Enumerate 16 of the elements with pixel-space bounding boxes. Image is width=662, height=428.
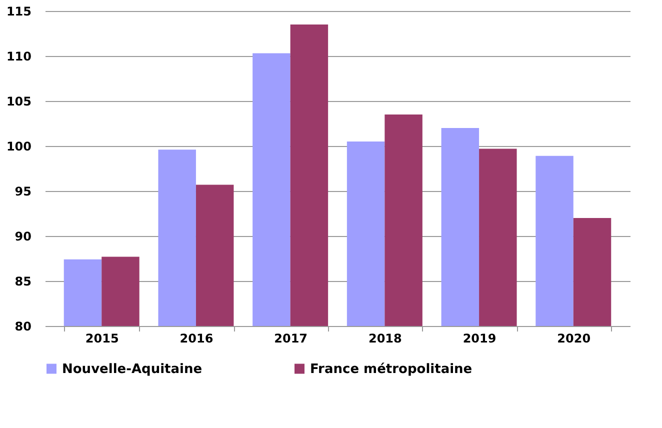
y-tick-label: 110 (6, 50, 32, 64)
y-tick-label: 90 (14, 230, 32, 244)
y-tick-label: 100 (6, 140, 32, 154)
x-tick-label: 2019 (462, 332, 496, 346)
y-tick-label: 105 (6, 94, 32, 108)
x-tick-label: 2018 (368, 332, 402, 346)
x-tick-label: 2015 (85, 332, 119, 346)
legend-label: France métropolitaine (310, 362, 472, 377)
x-tick-label: 2016 (180, 332, 214, 346)
y-tick-label: 85 (14, 274, 32, 288)
x-tick-label: 2017 (274, 332, 308, 346)
legend-label: Nouvelle-Aquitaine (62, 362, 202, 377)
y-tick-label: 95 (14, 184, 32, 198)
y-tick-label: 115 (6, 4, 32, 18)
x-tick-label: 2020 (557, 332, 591, 346)
y-tick-label: 80 (14, 320, 32, 334)
